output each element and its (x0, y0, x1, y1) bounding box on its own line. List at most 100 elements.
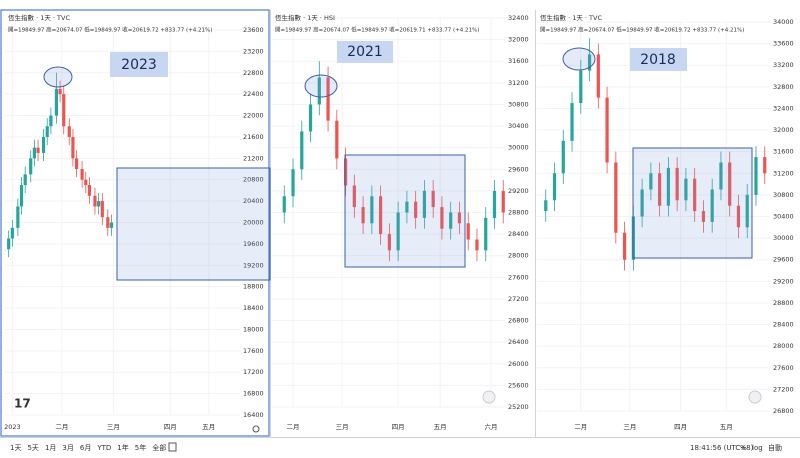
range-button[interactable]: 3月 (62, 444, 73, 452)
peak-marker (304, 74, 338, 98)
candle-body (422, 190, 427, 218)
range-button[interactable]: 1天 (10, 444, 21, 452)
candle-body (300, 131, 304, 170)
candle-body (544, 200, 548, 212)
y-tick-label: 32400 (773, 104, 794, 112)
candle-body (54, 88, 59, 116)
y-tick-label: 28400 (773, 321, 794, 329)
y-tick-label: 32000 (773, 126, 794, 134)
y-tick-label: 22000 (243, 112, 264, 120)
scroll-button[interactable] (482, 390, 496, 404)
candle-body (754, 157, 758, 195)
x-tick-label: 三月 (107, 423, 120, 431)
candle-body (684, 178, 688, 201)
y-tick-label: 18000 (243, 325, 264, 333)
candle-body (80, 169, 84, 180)
y-tick-label: 31200 (773, 169, 794, 177)
y-tick-label: 21200 (243, 154, 264, 162)
candle-body (29, 158, 33, 175)
y-tick-label: 25200 (508, 403, 529, 411)
y-tick-label: 32800 (773, 83, 794, 91)
candle-body (58, 88, 62, 95)
candle-body (19, 185, 24, 207)
y-tick-label: 29600 (508, 165, 529, 173)
y-tick-label: 20400 (243, 197, 264, 205)
year-label: 2021 (347, 44, 383, 60)
log-toggle[interactable]: log (752, 444, 763, 452)
y-tick-label: 16800 (243, 390, 264, 398)
candle-body (75, 158, 79, 170)
x-tick-label: 四月 (392, 423, 405, 431)
candle-body (97, 201, 101, 207)
y-tick-label: 23200 (243, 47, 264, 55)
candle-body (10, 227, 14, 239)
active-panel-frame (0, 9, 270, 437)
auto-toggle[interactable]: 自動 (768, 443, 782, 452)
candle-body (49, 115, 53, 127)
tv-logo: 𝟭𝟳 (14, 397, 31, 411)
y-tick-label: 29600 (773, 256, 794, 264)
scroll-button[interactable] (748, 390, 762, 404)
y-tick-label: 22800 (243, 69, 264, 77)
candle-body (308, 104, 313, 132)
y-tick-label: 28800 (773, 299, 794, 307)
candle-body (41, 136, 46, 153)
chart-title: 恆生指數 · 1天 · TVC (8, 13, 70, 22)
candle-body (666, 167, 670, 206)
clock: 18:41:56 (UTC+8) (690, 444, 754, 452)
range-button[interactable]: 1月 (45, 444, 56, 452)
candle-body (561, 140, 565, 174)
range-button[interactable]: 6月 (80, 444, 91, 452)
y-tick-label: 28000 (508, 252, 529, 260)
chart-title: 恆生指數 · 1天 · TVC (540, 13, 602, 22)
year-label: 2023 (121, 57, 157, 73)
percent-toggle[interactable]: % (740, 444, 747, 452)
candle-body (579, 70, 583, 104)
candle-body (67, 126, 71, 137)
y-tick-label: 30000 (773, 234, 794, 242)
y-tick-label: 29200 (773, 277, 794, 285)
x-tick-label: 三月 (623, 423, 636, 431)
chart-panel: 16400 16800 17200 17600 18000 18400 18800 19200… (4, 26, 264, 431)
range-button[interactable]: 5年 (135, 443, 146, 452)
x-tick-label: 2023 (4, 423, 21, 431)
x-tick-label: 二月 (55, 423, 68, 431)
y-tick-label: 30400 (508, 122, 529, 130)
y-tick-label: 28800 (508, 209, 529, 217)
candle-body (23, 174, 27, 186)
candle-body (343, 158, 348, 186)
y-tick-label: 26000 (508, 360, 529, 368)
plots: 16400 16800 17200 17600 18000 18400 18800 19200… (4, 14, 794, 431)
y-tick-label: 27600 (508, 273, 529, 281)
settings-icon[interactable] (252, 425, 260, 433)
candle-body (457, 212, 462, 224)
calendar-icon[interactable] (168, 442, 177, 452)
range-button[interactable]: YTD (96, 444, 111, 452)
y-tick-label: 30800 (773, 191, 794, 199)
candle-body (449, 212, 453, 229)
range-button[interactable]: 5天 (27, 444, 38, 452)
y-tick-label: 26800 (508, 317, 529, 325)
candle-body (45, 126, 49, 137)
y-tick-label: 18400 (243, 304, 264, 312)
candle-body (7, 238, 11, 250)
candle-body (291, 169, 295, 197)
x-tick-label: 二月 (287, 423, 300, 431)
range-button[interactable]: 1年 (117, 443, 128, 452)
peak-marker (43, 66, 73, 88)
ohlc-readout: 開=19849.97 高=20674.07 低=19849.97 收=20619… (8, 26, 212, 34)
y-tick-label: 28000 (773, 342, 794, 350)
y-tick-label: 17600 (243, 347, 264, 355)
candle-body (87, 185, 92, 196)
candle-body (736, 205, 741, 228)
candle-body (431, 190, 435, 208)
candle-body (109, 222, 114, 228)
x-tick-label: 五月 (202, 423, 215, 431)
y-tick-label: 22400 (243, 90, 264, 98)
candle-body (282, 196, 286, 213)
y-tick-label: 29200 (508, 187, 529, 195)
y-tick-label: 34000 (773, 18, 794, 26)
range-button[interactable]: 全部 (152, 443, 166, 452)
